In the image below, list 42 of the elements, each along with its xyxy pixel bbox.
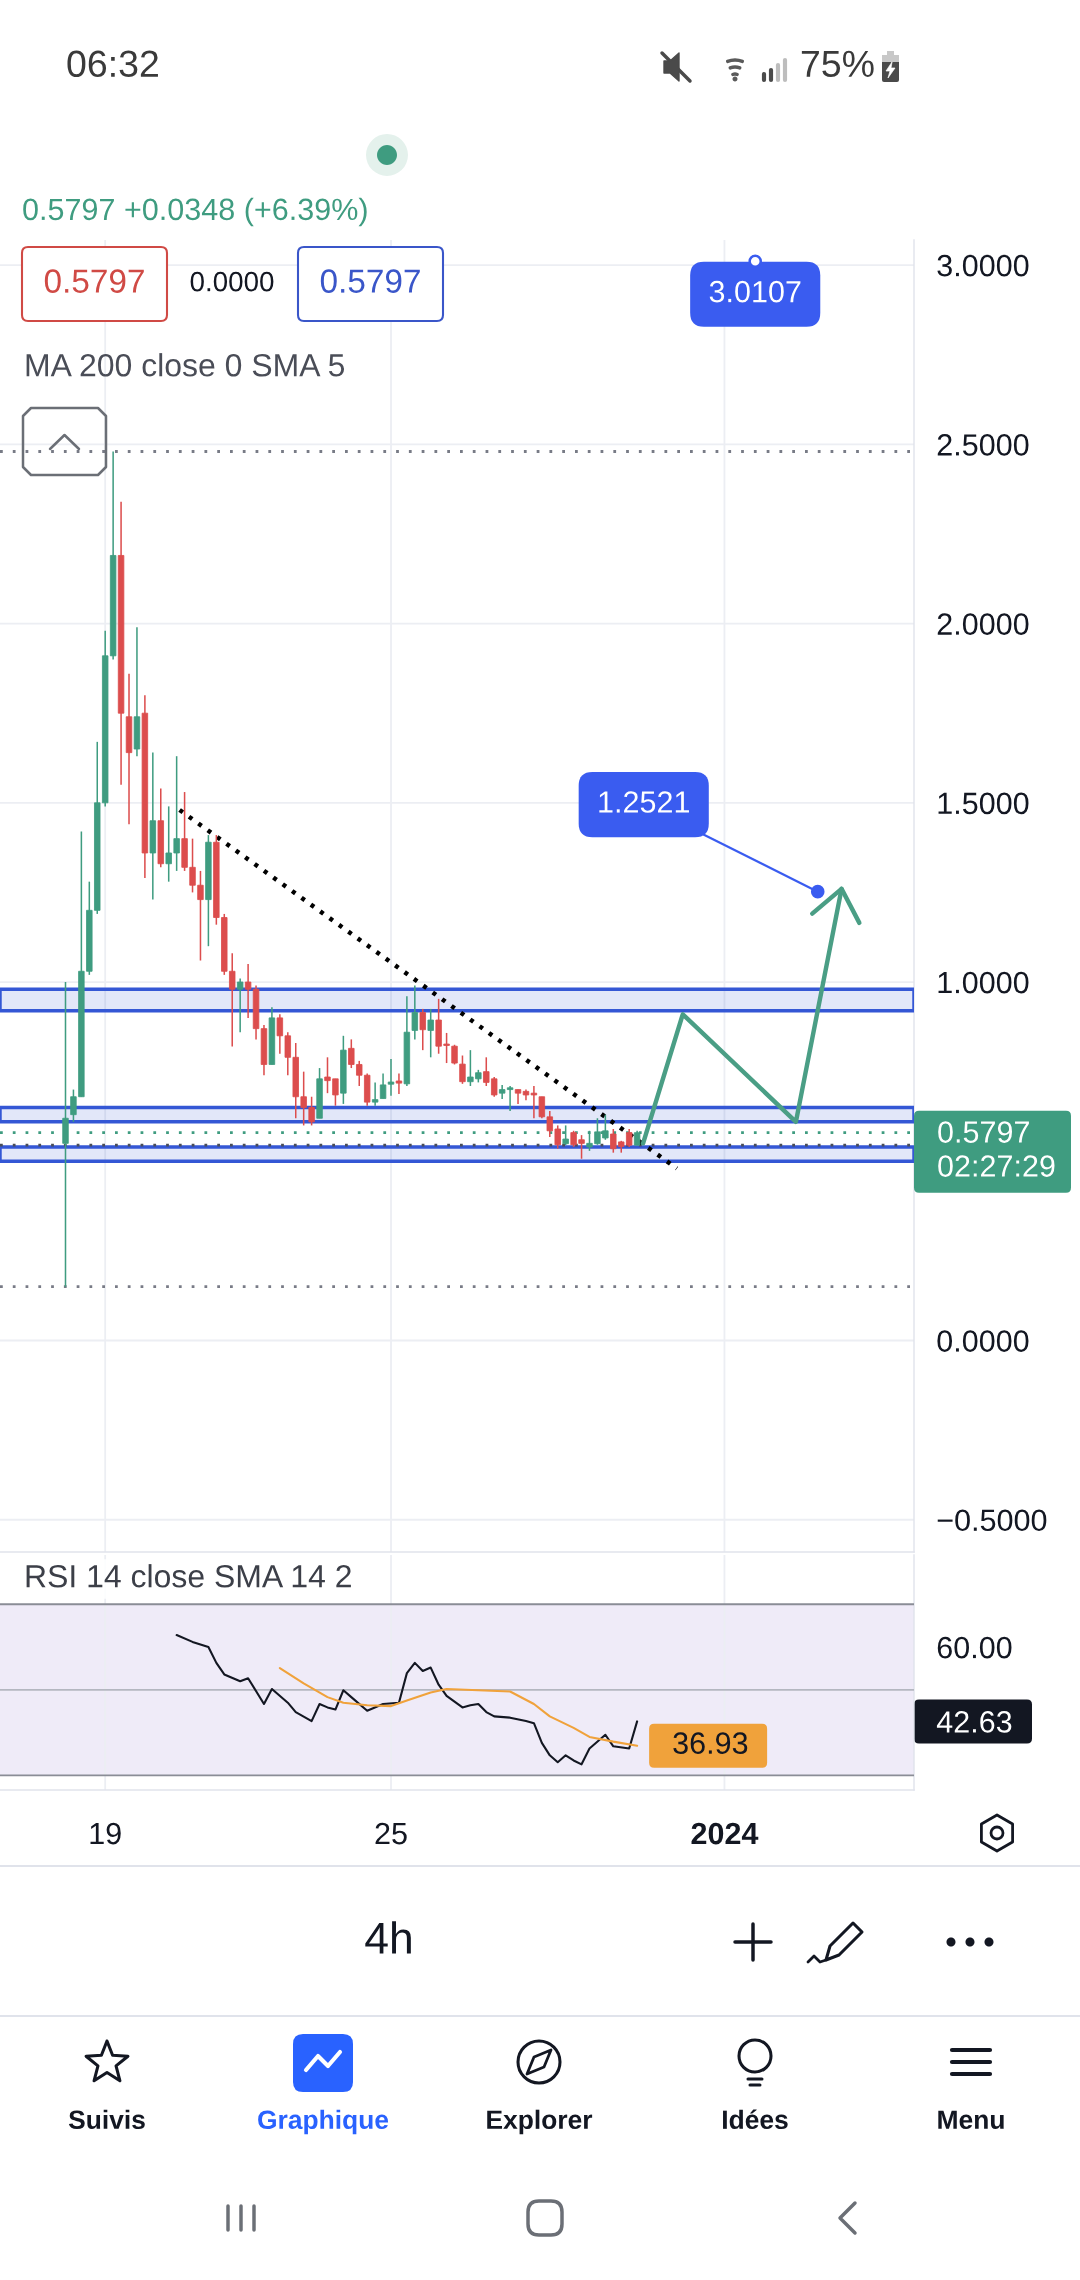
candlestick (62, 981, 69, 1288)
y-tick-label: 2.0000 (937, 613, 1029, 635)
chart-subtitle: 0.5797 +0.0348 (+6.39%) (23, 197, 367, 227)
text: Graphique (258, 2109, 389, 2135)
candlestick (427, 1008, 434, 1059)
annotation: 3.0107 (709, 280, 801, 303)
x-tick-label: 25 (375, 1822, 407, 1845)
text: 4h (365, 1921, 411, 1954)
annotation: 0.0000 (190, 271, 274, 292)
y-tick-label: 2.5000 (937, 434, 1029, 456)
text: 75% (801, 50, 874, 78)
candlestick (379, 1072, 387, 1100)
candlestick (371, 1081, 379, 1107)
annotation: 0.5797 (44, 269, 144, 293)
y-tick-label: 0.0000 (937, 1330, 1029, 1352)
candlestick (395, 1072, 403, 1095)
candlestick (411, 984, 419, 1041)
y-tick-label: −0.5000 (937, 1509, 1047, 1532)
text: Menu (938, 2110, 1004, 2130)
candlestick (514, 1088, 522, 1105)
annotation: 0.5797 (320, 269, 420, 293)
candlestick (387, 1058, 395, 1097)
line-series (175, 1634, 639, 1766)
data-label: 36.93 (673, 1732, 748, 1754)
chart-title: RSI 14 close SMA 14 2 (26, 1564, 351, 1588)
text: Explorer (487, 2109, 593, 2135)
line-series (278, 1666, 639, 1747)
y-tick-label: 1.0000 (938, 971, 1029, 994)
x-tick-label: 2024 (691, 1822, 759, 1845)
y-tick-label: 1.5000 (938, 792, 1029, 815)
annotation: 1.2521 (599, 791, 689, 813)
text: Idées (723, 2109, 788, 2130)
text: 06:32 (67, 50, 158, 78)
ref-line-label: 0.5797 02:27:29 (938, 1121, 1055, 1177)
y-tick-label: 3.0000 (937, 254, 1029, 277)
candlestick (236, 977, 244, 1033)
annotation: MA 200 close 0 SMA 5 (26, 353, 345, 377)
y-tick-label: 42.63 (936, 1711, 1012, 1733)
text: Suivis (68, 2109, 145, 2130)
x-tick-label: 19 (90, 1822, 121, 1845)
candlestick (419, 1008, 426, 1051)
y-tick-label: 60.00 (937, 1636, 1012, 1659)
